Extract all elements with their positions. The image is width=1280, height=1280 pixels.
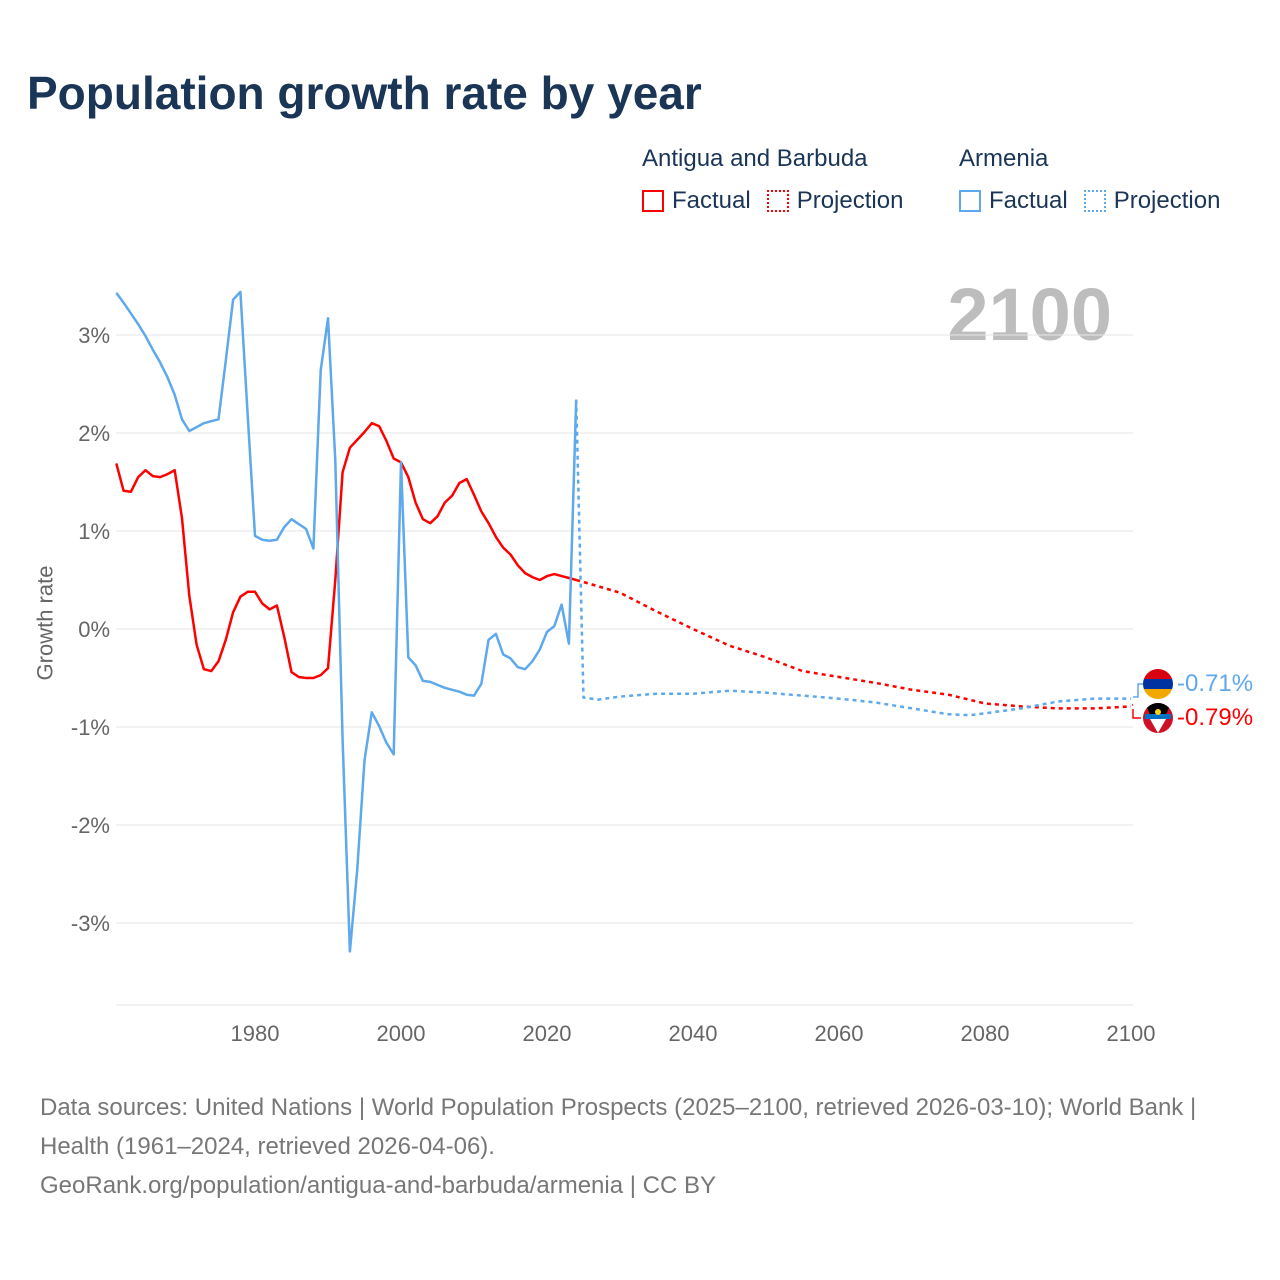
legend-antigua-projection[interactable]: Projection	[766, 187, 904, 215]
x-tick-label: 2020	[523, 1021, 572, 1046]
footer: Data sources: United Nations | World Pop…	[40, 1088, 1240, 1205]
data-sources: Data sources: United Nations | World Pop…	[40, 1094, 1197, 1160]
y-tick-label: -2%	[71, 813, 110, 838]
y-axis-label: Growth rate	[32, 565, 58, 681]
legend-label: Factual	[989, 187, 1068, 214]
y-tick-label: 3%	[78, 323, 110, 348]
x-tick-label: 2060	[815, 1021, 864, 1046]
series-line-1	[575, 578, 1132, 710]
legend-armenia: Armenia Factual Projection	[959, 145, 1236, 215]
legend-label: Factual	[672, 187, 751, 214]
chart-title: Population growth rate by year	[27, 67, 702, 119]
y-tick-label: -1%	[71, 715, 110, 740]
current-year-label: 2100	[947, 273, 1112, 356]
y-tick-label: 2%	[78, 421, 110, 446]
legend-label: Projection	[1113, 187, 1221, 214]
solid-swatch-icon	[959, 190, 981, 212]
x-tick-label: 2100	[1107, 1021, 1156, 1046]
y-tick-label: -3%	[71, 911, 110, 936]
solid-swatch-icon	[642, 190, 664, 212]
x-tick-label: 1980	[231, 1021, 280, 1046]
legend-armenia-projection[interactable]: Projection	[1083, 187, 1221, 215]
legend-antigua-factual[interactable]: Factual	[642, 187, 751, 215]
legend-antigua: Antigua and Barbuda Factual Projection	[642, 145, 919, 215]
antigua-flag-icon	[1143, 703, 1173, 733]
armenia-flag-icon	[1143, 669, 1173, 699]
dotted-swatch-icon	[1083, 190, 1106, 212]
legend-label: Projection	[796, 187, 904, 214]
source-link[interactable]: GeoRank.org/population/antigua-and-barbu…	[40, 1172, 716, 1199]
legend-country-antigua: Antigua and Barbuda	[642, 145, 868, 172]
legend-country-armenia: Armenia	[959, 145, 1049, 172]
armenia-end-value: -0.71%	[1177, 670, 1254, 697]
x-tick-label: 2000	[377, 1021, 426, 1046]
x-tick-label: 2040	[669, 1021, 718, 1046]
y-tick-label: 1%	[78, 519, 110, 544]
series-line-0	[115, 421, 577, 680]
series-line-3	[574, 399, 1131, 717]
antigua-end-value: -0.79%	[1177, 704, 1254, 731]
y-tick-label: 0%	[78, 617, 110, 642]
x-tick-label: 2080	[961, 1021, 1010, 1046]
legend-armenia-factual[interactable]: Factual	[959, 187, 1068, 215]
dotted-swatch-icon	[766, 190, 789, 212]
series-line-2	[115, 290, 578, 953]
